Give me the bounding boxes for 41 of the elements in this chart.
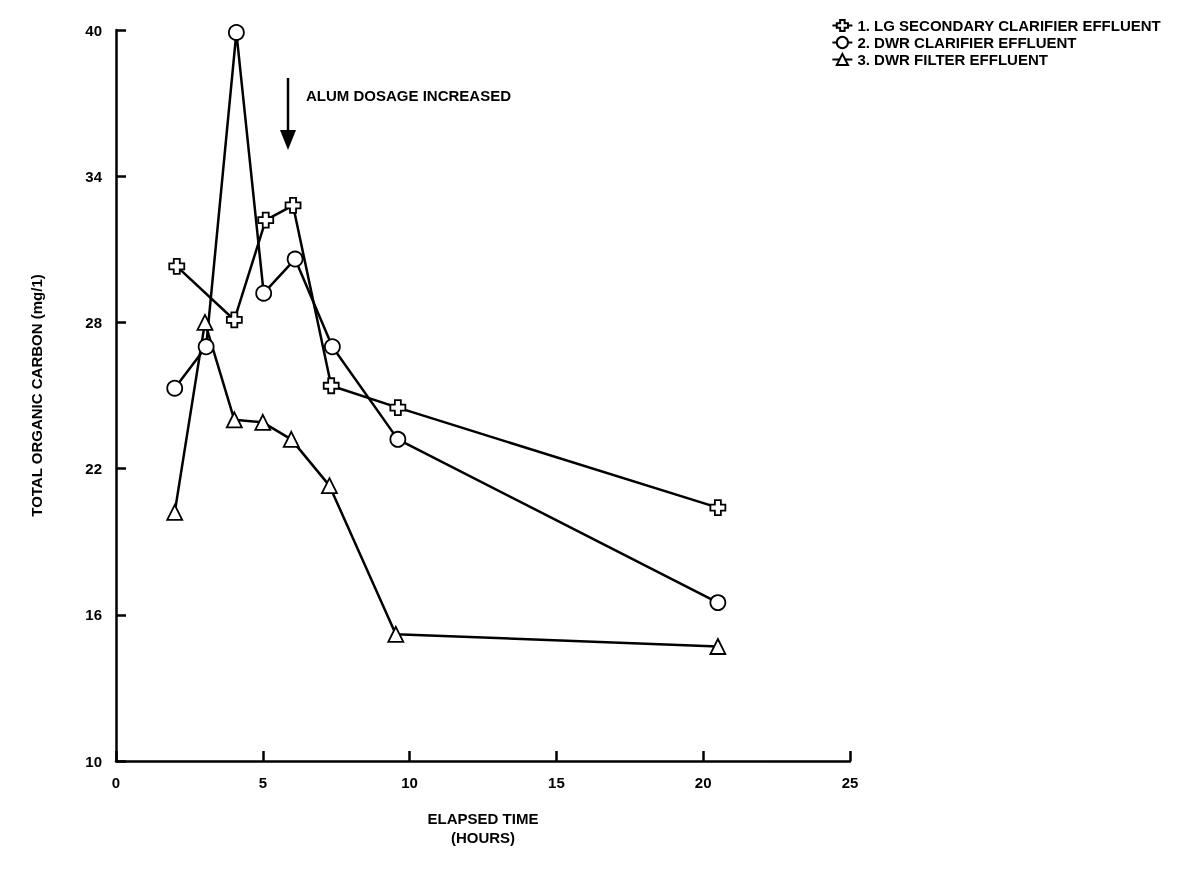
legend-label: 1. LG SECONDARY CLARIFIER EFFLUENT: [857, 17, 1161, 34]
x-tick-label: 0: [111, 774, 121, 791]
point: [709, 594, 727, 612]
point: [321, 477, 338, 495]
x-tick-label: 15: [548, 774, 565, 791]
point: [709, 499, 727, 516]
x-tick-label: 25: [841, 774, 859, 791]
point: [166, 504, 184, 521]
point: [324, 338, 341, 356]
legend-label: 2. DWR CLARIFIER EFFLUENT: [857, 34, 1077, 51]
point: [389, 430, 407, 448]
y-tick-label: 22: [85, 460, 102, 478]
x-tick-label: 20: [694, 774, 712, 791]
point: [387, 625, 405, 643]
y-tick-label: 28: [85, 313, 102, 331]
point: [166, 379, 184, 397]
legend-label: 3. DWR FILTER EFFLUENT: [857, 51, 1048, 68]
point: [284, 197, 302, 214]
point: [197, 338, 215, 356]
point: [709, 638, 727, 655]
x-axis-title: ELAPSED TIME (HOURS): [427, 810, 539, 846]
point: [257, 211, 275, 229]
point: [389, 399, 407, 417]
point: [168, 257, 186, 275]
point: [196, 314, 214, 331]
y-tick-label: 16: [85, 606, 102, 624]
point: [282, 430, 300, 448]
y-tick-label: 10: [85, 752, 102, 770]
y-axis-title: TOTAL ORGANIC CARBON (mg/1): [28, 274, 45, 517]
annotation: ALUM DOSAGE INCREASED: [306, 87, 512, 104]
point: [225, 411, 243, 429]
point: [322, 377, 340, 395]
y-tick-label: 40: [85, 21, 102, 39]
y-tick-label: 34: [85, 167, 103, 185]
point: [254, 413, 272, 431]
point: [225, 311, 243, 329]
x-tick-label: 5: [258, 774, 267, 791]
x-tick-label: 10: [401, 774, 418, 791]
point: [255, 284, 273, 302]
point: [286, 250, 304, 268]
point: [227, 24, 245, 41]
